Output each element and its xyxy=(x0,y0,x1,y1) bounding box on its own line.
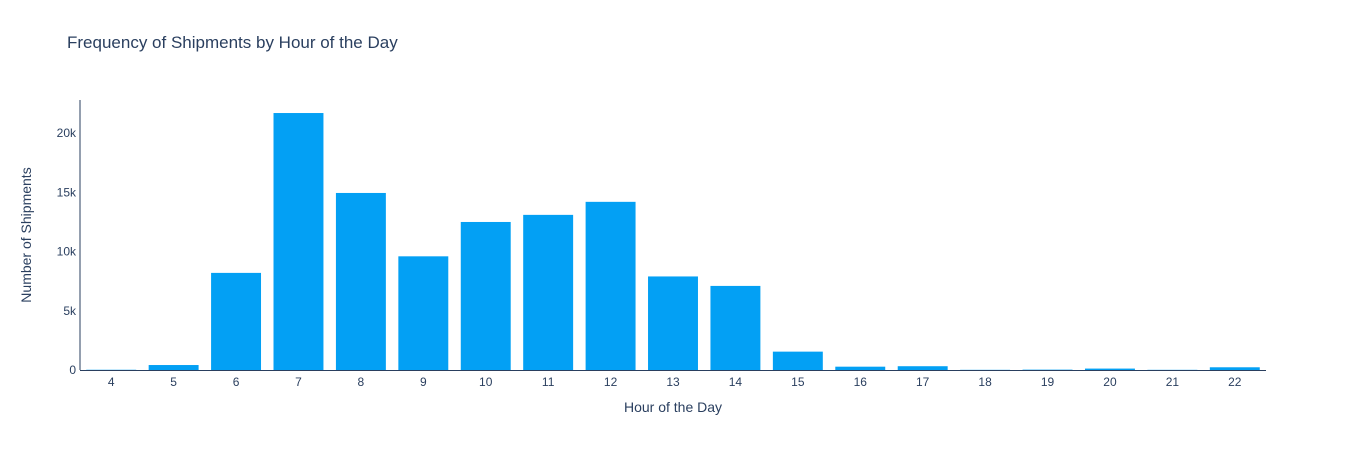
bar-hour-14[interactable] xyxy=(710,285,761,370)
bar-hour-8[interactable] xyxy=(335,192,386,370)
y-ticks-group: 0 5k 10k 15k 20k xyxy=(57,126,77,377)
x-tick-label: 18 xyxy=(978,375,992,389)
bar-hour-11[interactable] xyxy=(523,214,574,370)
x-tick-label: 22 xyxy=(1228,375,1242,389)
x-tick-label: 12 xyxy=(604,375,618,389)
bar-hour-15[interactable] xyxy=(772,351,823,370)
y-tick-label: 0 xyxy=(69,363,76,377)
x-tick-label: 14 xyxy=(729,375,743,389)
bar-hour-12[interactable] xyxy=(585,201,636,370)
bar-hour-5[interactable] xyxy=(148,365,199,370)
bar-hour-10[interactable] xyxy=(460,221,511,370)
bar-hour-7[interactable] xyxy=(273,113,324,370)
x-tick-label: 11 xyxy=(542,375,555,389)
x-tick-label: 20 xyxy=(1103,375,1117,389)
bar-hour-6[interactable] xyxy=(211,272,262,370)
y-tick-label: 5k xyxy=(63,304,77,318)
x-tick-label: 7 xyxy=(295,375,302,389)
bar-hour-17[interactable] xyxy=(897,366,948,370)
x-axis-title: Hour of the Day xyxy=(624,399,722,415)
x-tick-label: 6 xyxy=(233,375,240,389)
x-tick-label: 4 xyxy=(108,375,115,389)
bar-hour-9[interactable] xyxy=(398,256,449,370)
x-tick-label: 13 xyxy=(666,375,680,389)
y-tick-label: 15k xyxy=(57,185,77,199)
x-tick-label: 21 xyxy=(1166,375,1180,389)
bar-hour-20[interactable] xyxy=(1084,368,1135,370)
bar-hour-13[interactable] xyxy=(648,276,698,370)
y-tick-label: 10k xyxy=(57,245,77,259)
chart-title: Frequency of Shipments by Hour of the Da… xyxy=(67,33,398,52)
x-tick-label: 19 xyxy=(1041,375,1055,389)
y-axis-title: Number of Shipments xyxy=(18,167,34,302)
x-ticks-group: 4 5 6 7 8 9 10 11 12 13 14 15 16 17 18 19 20 21 22 xyxy=(108,375,1242,389)
bar-hour-16[interactable] xyxy=(835,366,886,370)
bar-hour-22[interactable] xyxy=(1209,367,1260,370)
x-tick-label: 17 xyxy=(916,375,930,389)
x-tick-label: 5 xyxy=(170,375,177,389)
bars-group xyxy=(86,113,1260,370)
x-tick-label: 8 xyxy=(358,375,365,389)
x-tick-label: 15 xyxy=(791,375,805,389)
x-tick-label: 9 xyxy=(420,375,427,389)
x-tick-label: 16 xyxy=(854,375,868,389)
y-tick-label: 20k xyxy=(57,126,77,140)
x-tick-label: 10 xyxy=(479,375,493,389)
